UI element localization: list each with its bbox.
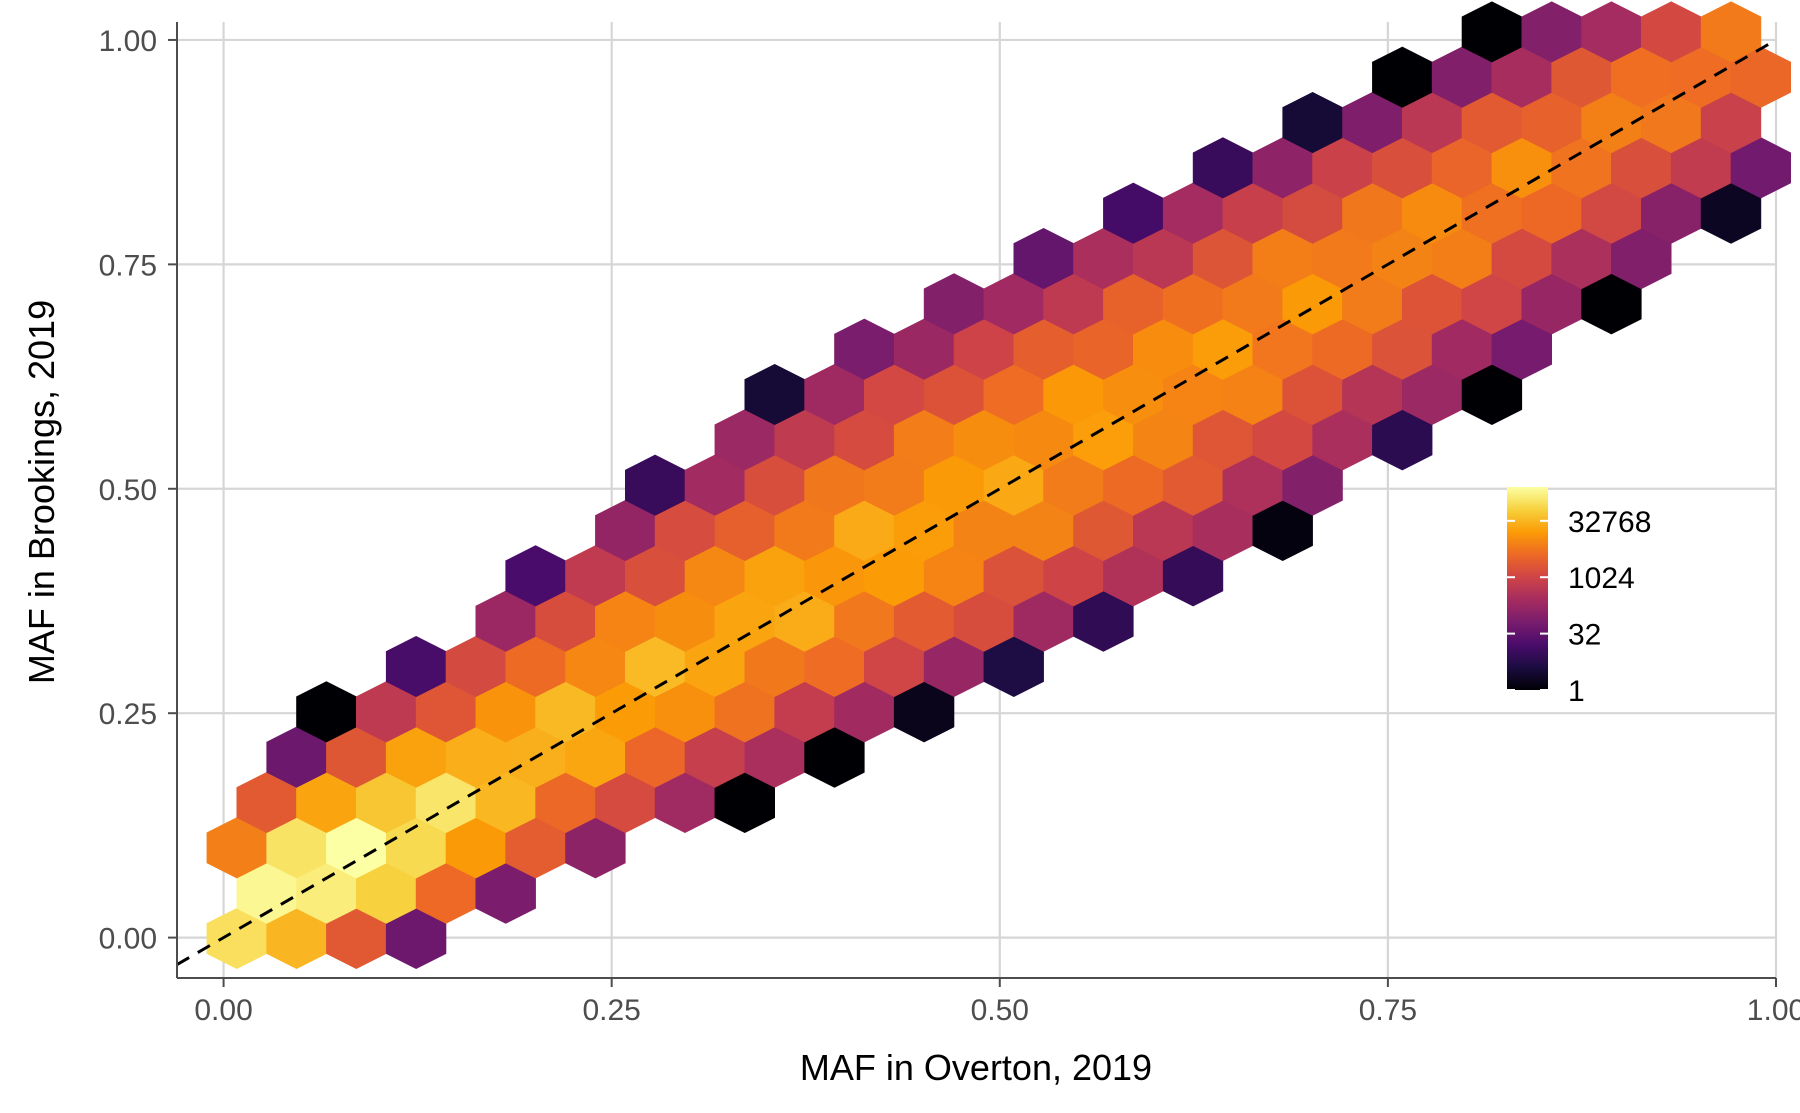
axes <box>176 22 1776 979</box>
x-tick-label: 0.50 <box>971 994 1029 1027</box>
x-tick-label: 0.25 <box>582 994 640 1027</box>
x-tick-label: 0.75 <box>1359 994 1417 1027</box>
x-axis-title: MAF in Overton, 2019 <box>800 1047 1152 1088</box>
legend-label: 1024 <box>1568 562 1635 595</box>
x-tick-label: 0.00 <box>194 994 252 1027</box>
x-tick-label: 1.00 <box>1747 994 1800 1027</box>
color-legend: 1 32 1024 32768 <box>1507 487 1651 708</box>
y-tick-label: 0.50 <box>99 474 157 507</box>
hex-bins <box>206 1 1791 970</box>
legend-label: 32768 <box>1568 506 1651 539</box>
legend-label: 1 <box>1568 675 1585 708</box>
axis-ticks: 0.00 0.25 0.50 0.75 1.00 0.00 0.25 0.50 0.75 1.00 <box>99 25 1800 1027</box>
reference-line-y-equals-x <box>176 38 1777 966</box>
y-tick-label: 0.75 <box>99 249 157 282</box>
y-tick-label: 1.00 <box>99 25 157 58</box>
legend-colorbar <box>1507 487 1548 690</box>
y-tick-label: 0.00 <box>99 923 157 956</box>
legend-ticks: 1 32 1024 32768 <box>1507 506 1651 708</box>
y-tick-label: 0.25 <box>99 698 157 731</box>
hex-bin <box>1700 1 1762 63</box>
legend-label: 32 <box>1568 619 1601 652</box>
y-axis-title: MAF in Brookings, 2019 <box>21 300 62 684</box>
